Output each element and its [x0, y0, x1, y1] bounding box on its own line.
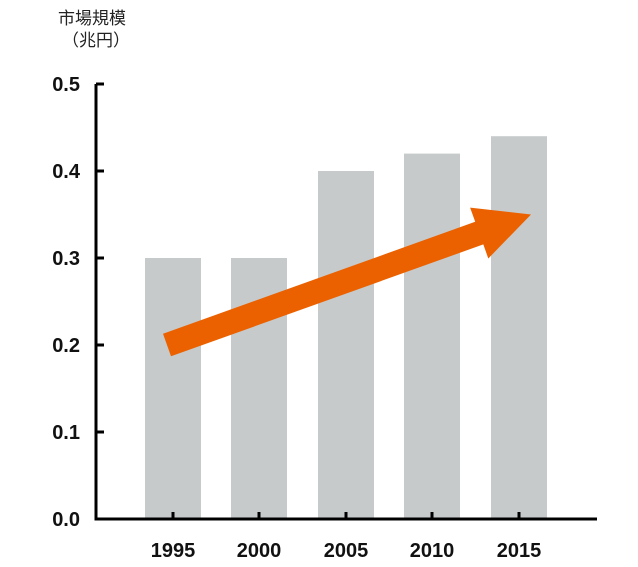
- bar-2005: [318, 171, 374, 519]
- x-tick-label-2015: 2015: [497, 540, 542, 562]
- y-tick-label: 0.3: [52, 248, 80, 270]
- bars-group: [145, 136, 547, 519]
- x-tick-label-2005: 2005: [324, 540, 369, 562]
- trend-arrow-group: [163, 207, 531, 357]
- y-tick-label: 0.1: [52, 422, 80, 444]
- y-tick-label: 0.5: [52, 74, 80, 96]
- y-axis-title-line-1: 市場規模: [58, 9, 126, 29]
- y-tick-label: 0.2: [52, 335, 80, 357]
- x-ticks-group: 1995 2000 2005 2010 2015: [151, 512, 542, 562]
- bar-1995: [145, 258, 201, 519]
- bar-2010: [404, 153, 460, 519]
- trend-arrow: [163, 207, 531, 357]
- y-tick-label: 0.0: [52, 509, 80, 531]
- x-tick-label-1995: 1995: [151, 540, 196, 562]
- y-axis-title: 市場規模 （兆円）: [58, 8, 130, 52]
- y-axis-title-line-2: （兆円）: [62, 31, 130, 51]
- x-tick-label-2000: 2000: [237, 540, 282, 562]
- x-tick-label-2010: 2010: [410, 540, 455, 562]
- bar-2015: [491, 136, 547, 519]
- y-tick-label: 0.4: [52, 161, 81, 183]
- y-ticks-group: 0.0 0.1 0.2 0.3 0.4 0.5: [52, 74, 104, 531]
